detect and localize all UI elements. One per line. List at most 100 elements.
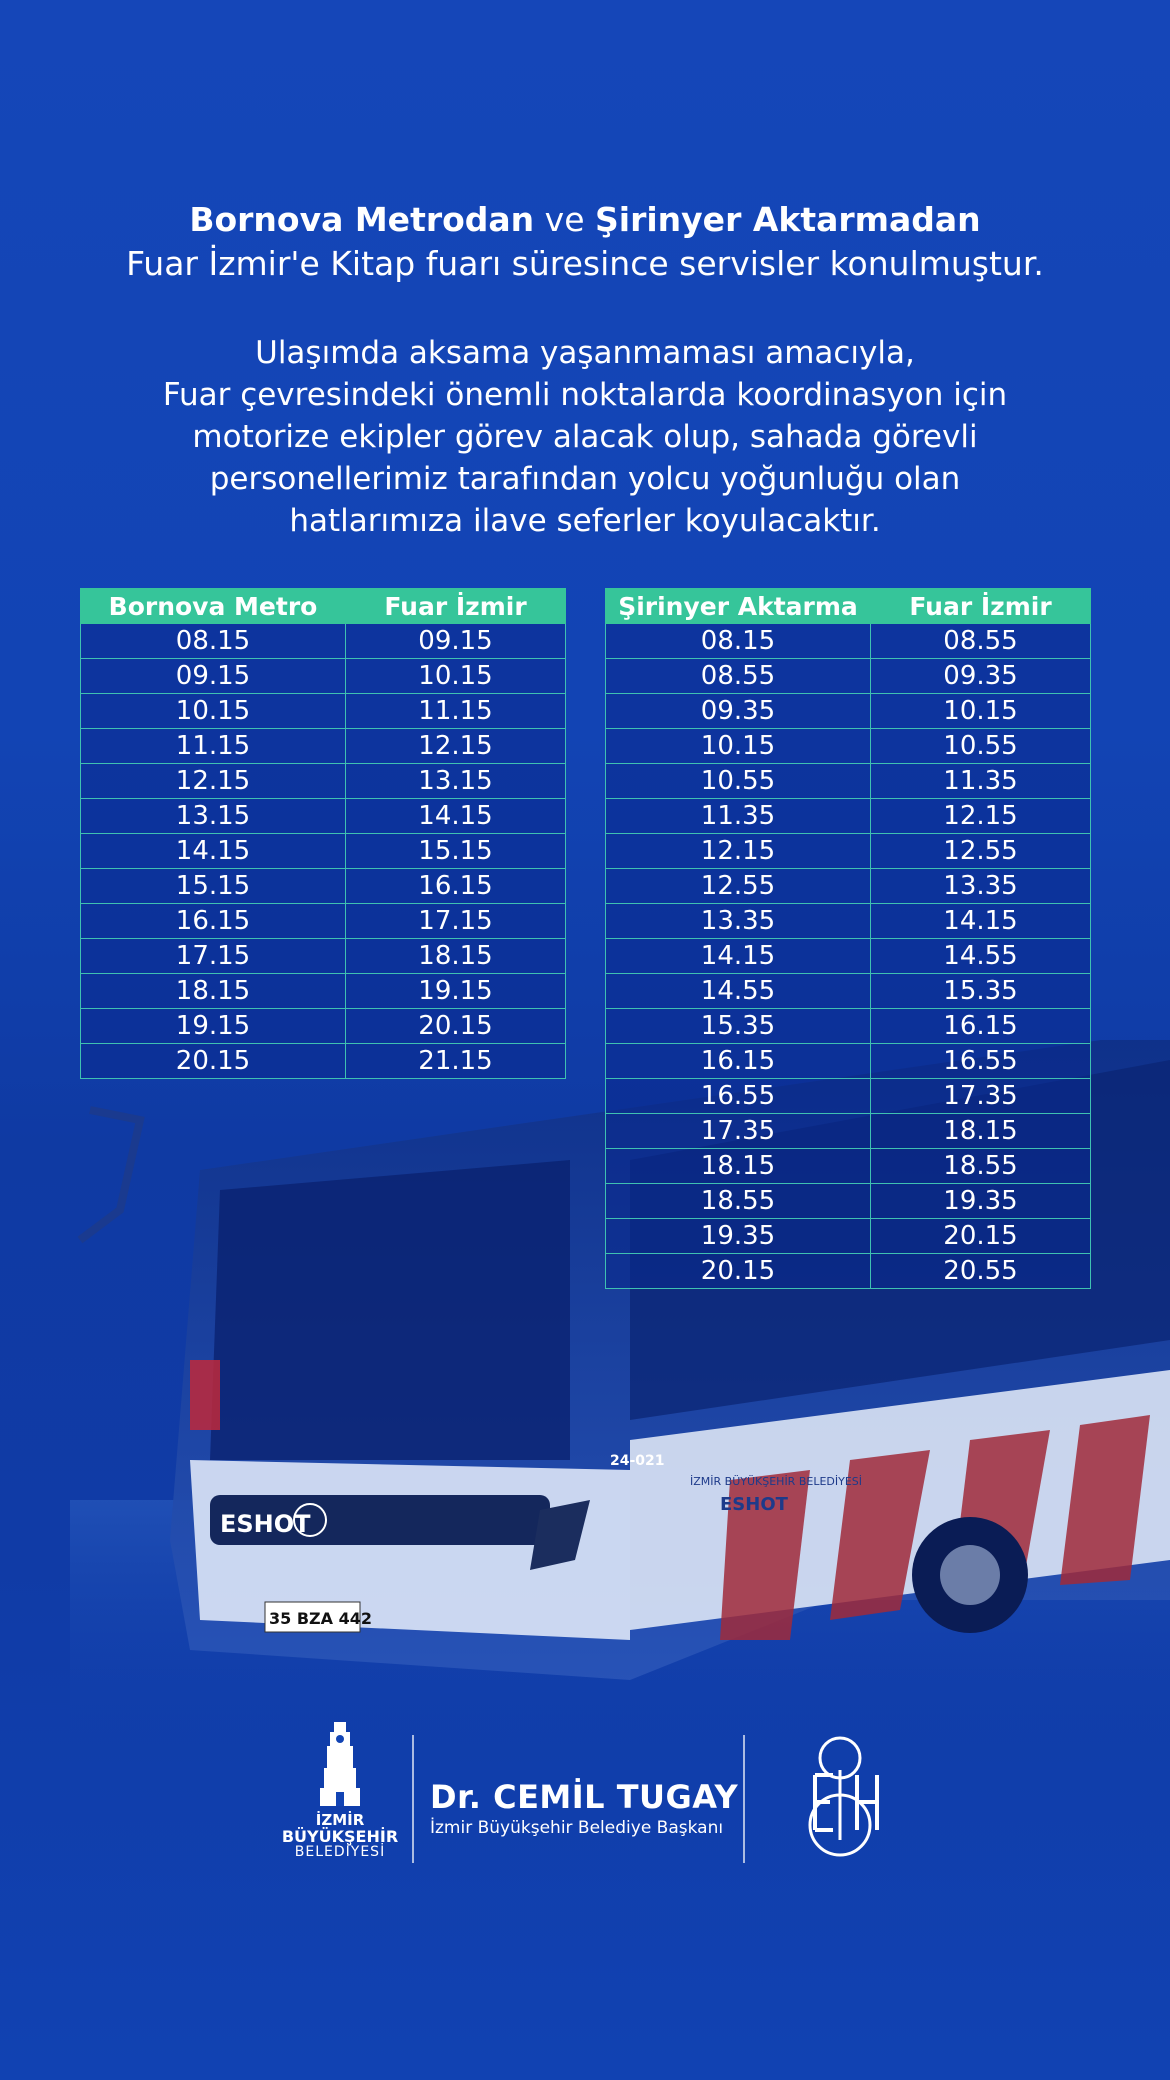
bus-side-brand: ESHOT bbox=[720, 1494, 789, 1515]
paragraph-line: Fuar çevresindeki önemli noktalarda koor… bbox=[162, 377, 1008, 413]
arrival-time: 08.55 bbox=[870, 623, 1091, 659]
arrival-time: 17.35 bbox=[870, 1078, 1091, 1114]
arrival-time: 13.35 bbox=[870, 868, 1091, 904]
departure-time: 16.55 bbox=[605, 1078, 871, 1114]
departure-time: 09.35 bbox=[605, 693, 871, 729]
ibb-logo-line: BELEDİYESİ bbox=[294, 1844, 386, 1860]
mayor-title: İzmir Büyükşehir Belediye Başkanı bbox=[430, 1818, 724, 1838]
table-header-row: Bornova Metro Fuar İzmir bbox=[80, 588, 566, 624]
table-header-row: Şirinyer Aktarma Fuar İzmir bbox=[605, 588, 1091, 624]
arrival-time: 10.15 bbox=[345, 658, 566, 694]
departure-time: 10.55 bbox=[605, 763, 871, 799]
arrival-time: 20.55 bbox=[870, 1253, 1091, 1289]
eshot-logo bbox=[808, 1736, 879, 1857]
departure-time: 19.15 bbox=[80, 1008, 346, 1044]
divider bbox=[412, 1735, 414, 1863]
table-row: 15.15 16.15 bbox=[80, 868, 566, 904]
column-header: Şirinyer Aktarma bbox=[605, 588, 871, 624]
departure-time: 15.15 bbox=[80, 868, 346, 904]
arrival-time: 10.55 bbox=[870, 728, 1091, 764]
table-row: 11.15 12.15 bbox=[80, 728, 566, 764]
arrival-time: 09.15 bbox=[345, 623, 566, 659]
arrival-time: 12.15 bbox=[870, 798, 1091, 834]
departure-time: 19.35 bbox=[605, 1218, 871, 1254]
departure-time: 08.15 bbox=[605, 623, 871, 659]
column-header: Fuar İzmir bbox=[345, 588, 566, 624]
paragraph-line: hatlarımıza ilave seferler koyulacaktır. bbox=[289, 503, 881, 539]
arrival-time: 14.15 bbox=[345, 798, 566, 834]
departure-time: 15.35 bbox=[605, 1008, 871, 1044]
departure-time: 17.15 bbox=[80, 938, 346, 974]
connector: ve bbox=[544, 200, 585, 239]
arrival-time: 16.55 bbox=[870, 1043, 1091, 1079]
table-row: 19.35 20.15 bbox=[605, 1218, 1091, 1254]
arrival-time: 19.35 bbox=[870, 1183, 1091, 1219]
departure-time: 12.15 bbox=[605, 833, 871, 869]
arrival-time: 11.35 bbox=[870, 763, 1091, 799]
table-row: 20.15 20.55 bbox=[605, 1253, 1091, 1289]
column-header: Fuar İzmir bbox=[870, 588, 1091, 624]
departure-time: 17.35 bbox=[605, 1113, 871, 1149]
paragraph-line: personellerimiz tarafından yolcu yoğunlu… bbox=[209, 461, 961, 497]
table-row: 10.15 10.55 bbox=[605, 728, 1091, 764]
ibb-logo-line: İZMİR bbox=[315, 1811, 365, 1829]
bus-brand: ESHOT bbox=[220, 1510, 311, 1538]
departure-time: 09.15 bbox=[80, 658, 346, 694]
arrival-time: 16.15 bbox=[345, 868, 566, 904]
departure-time: 08.15 bbox=[80, 623, 346, 659]
timetable-sirinyer: Şirinyer Aktarma Fuar İzmir 08.15 08.55 08… bbox=[605, 588, 1091, 1289]
paragraph-line: Ulaşımda aksama yaşanmaması amacıyla, bbox=[255, 335, 915, 371]
table-row: 08.15 08.55 bbox=[605, 623, 1091, 659]
departure-time: 11.15 bbox=[80, 728, 346, 764]
departure-time: 12.55 bbox=[605, 868, 871, 904]
mayor-block: Dr. CEMİL TUGAY İzmir Büyükşehir Belediy… bbox=[430, 1778, 738, 1838]
arrival-time: 15.15 bbox=[345, 833, 566, 869]
arrival-time: 16.15 bbox=[870, 1008, 1091, 1044]
headline-line1: Bornova Metrodan ve Şirinyer Aktarmadan bbox=[0, 198, 1170, 242]
table-row: 13.35 14.15 bbox=[605, 903, 1091, 939]
table-row: 09.35 10.15 bbox=[605, 693, 1091, 729]
table-row: 09.15 10.15 bbox=[80, 658, 566, 694]
table-row: 14.15 14.55 bbox=[605, 938, 1091, 974]
origin-bornova: Bornova Metrodan bbox=[189, 200, 535, 239]
departure-time: 14.55 bbox=[605, 973, 871, 1009]
table-row: 18.15 18.55 bbox=[605, 1148, 1091, 1184]
table-row: 13.15 14.15 bbox=[80, 798, 566, 834]
departure-time: 13.15 bbox=[80, 798, 346, 834]
arrival-time: 10.15 bbox=[870, 693, 1091, 729]
clock-tower-icon bbox=[320, 1722, 360, 1806]
headline: Bornova Metrodan ve Şirinyer Aktarmadan … bbox=[0, 198, 1170, 286]
table-row: 18.15 19.15 bbox=[80, 973, 566, 1009]
table-row: 19.15 20.15 bbox=[80, 1008, 566, 1044]
table-row: 16.55 17.35 bbox=[605, 1078, 1091, 1114]
arrival-time: 09.35 bbox=[870, 658, 1091, 694]
footer: İZMİR BÜYÜKŞEHİR BELEDİYESİ Dr. CEMİL TU… bbox=[0, 1720, 1170, 1863]
table-row: 20.15 21.15 bbox=[80, 1043, 566, 1079]
arrival-time: 20.15 bbox=[345, 1008, 566, 1044]
arrival-time: 18.55 bbox=[870, 1148, 1091, 1184]
arrival-time: 13.15 bbox=[345, 763, 566, 799]
arrival-time: 12.55 bbox=[870, 833, 1091, 869]
departure-time: 14.15 bbox=[605, 938, 871, 974]
info-paragraph: Ulaşımda aksama yaşanmaması amacıyla, Fu… bbox=[60, 332, 1110, 542]
arrival-time: 18.15 bbox=[345, 938, 566, 974]
departure-time: 12.15 bbox=[80, 763, 346, 799]
arrival-time: 17.15 bbox=[345, 903, 566, 939]
table-row: 14.15 15.15 bbox=[80, 833, 566, 869]
arrival-time: 19.15 bbox=[345, 973, 566, 1009]
arrival-time: 18.15 bbox=[870, 1113, 1091, 1149]
column-header: Bornova Metro bbox=[80, 588, 346, 624]
mayor-name: Dr. CEMİL TUGAY bbox=[430, 1778, 739, 1816]
departure-time: 18.15 bbox=[80, 973, 346, 1009]
table-row: 15.35 16.15 bbox=[605, 1008, 1091, 1044]
table-row: 17.15 18.15 bbox=[80, 938, 566, 974]
table-row: 16.15 16.55 bbox=[605, 1043, 1091, 1079]
table-row: 17.35 18.15 bbox=[605, 1113, 1091, 1149]
arrival-time: 21.15 bbox=[345, 1043, 566, 1079]
headline-line2: Fuar İzmir'e Kitap fuarı süresince servi… bbox=[126, 244, 1044, 283]
origin-sirinyer: Şirinyer Aktarmadan bbox=[595, 200, 981, 239]
arrival-time: 14.55 bbox=[870, 938, 1091, 974]
table-row: 18.55 19.35 bbox=[605, 1183, 1091, 1219]
bus-plate: 35 BZA 442 bbox=[269, 1609, 372, 1628]
timetable-bornova: Bornova Metro Fuar İzmir 08.15 09.15 09.15… bbox=[80, 588, 566, 1079]
